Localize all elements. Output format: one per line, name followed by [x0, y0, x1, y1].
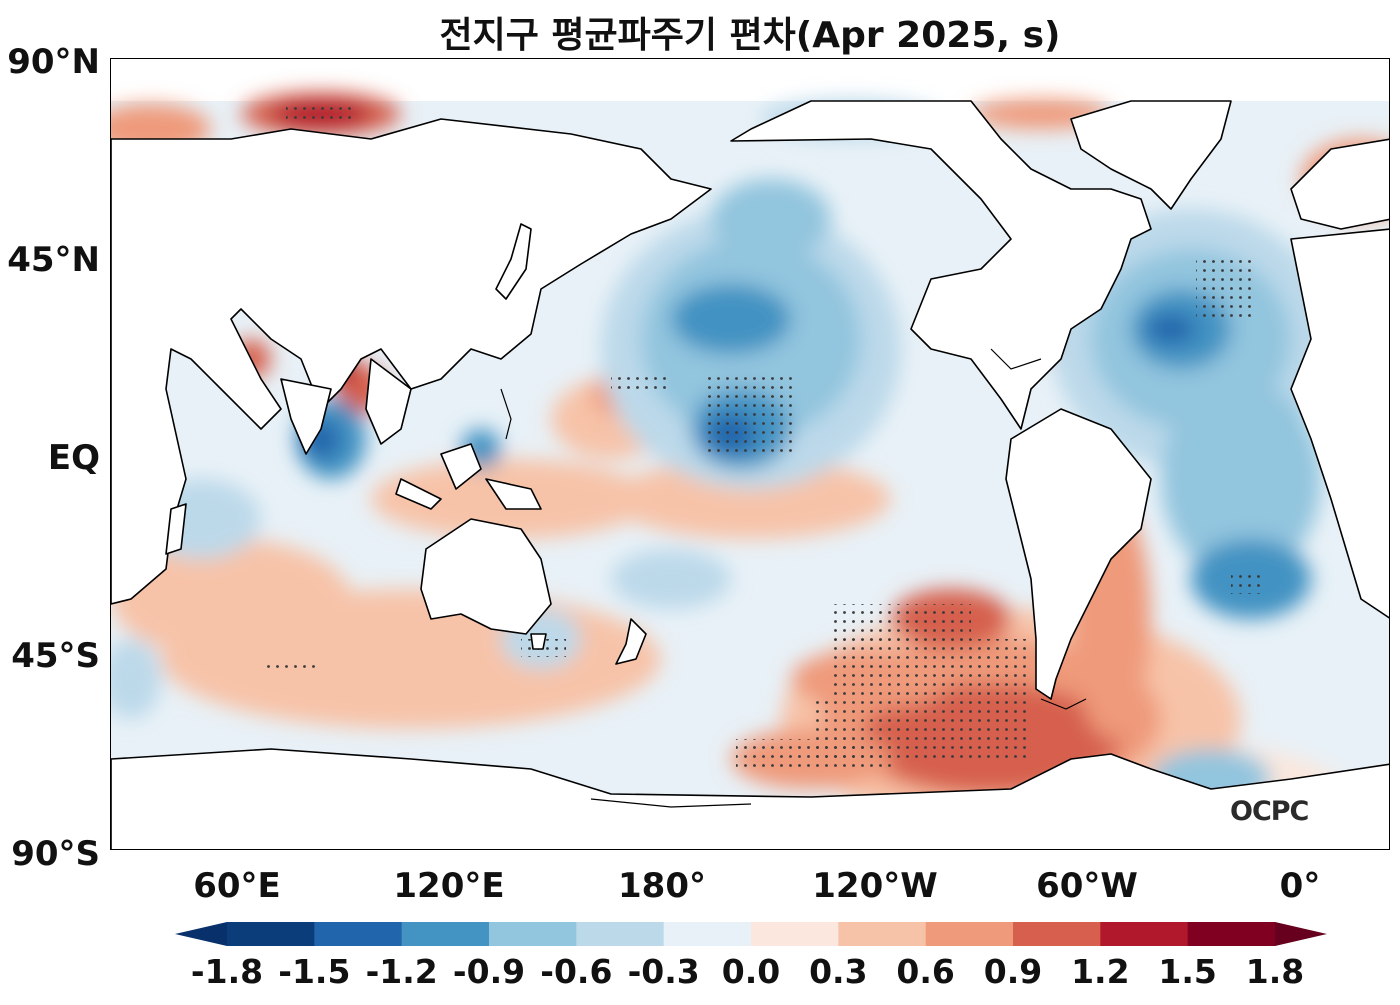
colorbar-tick-label: -1.8 [190, 952, 264, 991]
colorbar-svg [175, 922, 1327, 946]
colorbar-segment [314, 922, 403, 946]
colorbar-segment [751, 922, 839, 946]
lon-label-60e: 60°E [193, 866, 281, 906]
lat-label-45n: 45°N [7, 240, 100, 280]
colorbar-segment [489, 922, 577, 946]
colorbar-tick-label: -0.3 [627, 952, 700, 991]
lat-label-90n: 90°N [7, 42, 100, 82]
land-masses [111, 100, 1389, 849]
colorbar-tick-label: 1.8 [1245, 952, 1305, 991]
colorbar-tick-label: -1.2 [365, 952, 438, 991]
lat-label-90s: 90°S [11, 834, 100, 874]
lon-label-180: 180° [618, 866, 706, 906]
colorbar-segment [227, 922, 315, 946]
lon-label-0: 0° [1279, 866, 1321, 906]
colorbar-segment [838, 922, 927, 946]
colorbar-under-arrow [175, 922, 227, 946]
colorbar-segment [1013, 922, 1101, 946]
map-title: 전지구 평균파주기 편차(Apr 2025, s) [439, 15, 1061, 56]
colorbar-segment [576, 922, 665, 946]
colorbar-tick-label: 0.9 [983, 952, 1043, 991]
colorbar-tick-label: 0.6 [896, 952, 955, 991]
lon-label-120e: 120°E [393, 866, 505, 906]
colorbar-tick-label: 0.0 [721, 952, 781, 991]
lon-label-120w: 120°W [812, 866, 938, 906]
colorbar-tick-label: 0.3 [809, 952, 868, 991]
colorbar-segment [1187, 922, 1276, 946]
map-canvas [111, 92, 1389, 849]
colorbar-tick-label: 1.5 [1158, 952, 1217, 991]
lat-label-eq: EQ [47, 438, 100, 478]
colorbar-segment [1100, 922, 1189, 946]
significance-stippling [261, 104, 1261, 769]
colorbar-tick-label: -1.5 [278, 952, 351, 991]
colorbar-tick-label: 1.2 [1071, 952, 1130, 991]
colorbar-tick-label: -0.6 [540, 952, 613, 991]
colorbar-over-arrow [1275, 922, 1327, 946]
colorbar-segment [925, 922, 1014, 946]
lat-label-45s: 45°S [11, 636, 100, 676]
lon-label-60w: 60°W [1036, 866, 1138, 906]
coastline-details [500, 348, 1087, 808]
colorbar-segment [401, 922, 490, 946]
ocpc-logo: OCPC [1230, 796, 1309, 827]
colorbar [175, 922, 1327, 946]
wave-period-anomaly-map [110, 58, 1390, 850]
colorbar-tick-label: -0.9 [452, 952, 526, 991]
colorbar-segment [663, 922, 752, 946]
